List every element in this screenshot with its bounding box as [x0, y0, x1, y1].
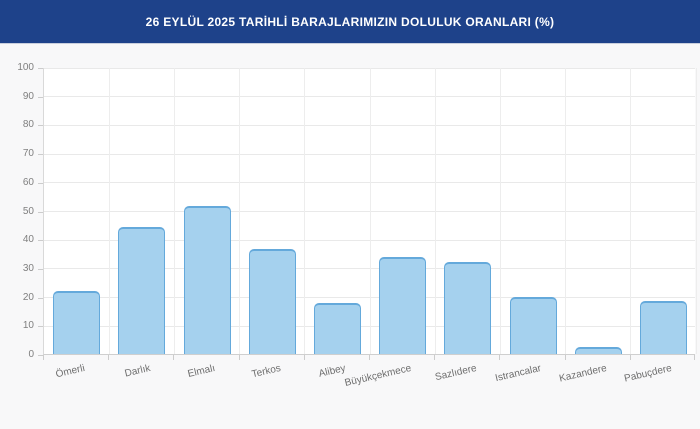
y-axis-tick	[38, 125, 43, 127]
y-axis-tick	[38, 96, 43, 98]
x-axis-label: Darlık	[123, 363, 152, 380]
chart-container: 0 10 20 30 40 50 60 70 80 90 100 Ömerli Darlık Elmal…	[0, 44, 700, 429]
title-bar: 26 EYLÜL 2025 TARİHLİ BARAJLARIMIZIN DOL…	[0, 0, 700, 44]
bar-ömerli[interactable]	[53, 291, 101, 354]
x-axis-tick	[238, 355, 240, 360]
x-axis-label: Büyükçekmece	[343, 363, 413, 389]
bar-pabuçdere[interactable]	[639, 301, 687, 354]
x-axis-label: Alibey	[317, 363, 347, 380]
bar-elmalı[interactable]	[183, 206, 231, 354]
bar-büyükçekmece[interactable]	[379, 257, 427, 354]
y-axis-tick	[38, 240, 43, 242]
x-axis-label: Kazandere	[558, 363, 608, 385]
gridline-vertical	[630, 68, 632, 354]
chart-title: 26 EYLÜL 2025 TARİHLİ BARAJLARIMIZIN DOL…	[145, 14, 555, 29]
y-axis-tick	[38, 297, 43, 299]
y-axis-tick	[38, 211, 43, 213]
x-axis-tick	[434, 355, 436, 360]
x-axis-label: Pabuçdere	[623, 363, 673, 385]
x-axis-tick	[694, 355, 695, 360]
x-axis-tick	[564, 355, 566, 360]
plot-area	[43, 67, 697, 355]
x-axis-tick	[499, 355, 501, 360]
x-axis-tick	[108, 355, 110, 360]
gridline-vertical	[108, 68, 110, 354]
bar-kazandere[interactable]	[574, 347, 622, 354]
y-axis-tick-label: 0	[28, 349, 34, 360]
x-axis-tick	[43, 355, 44, 360]
x-axis-tick	[369, 355, 370, 360]
x-axis-label: Istrancalar	[494, 363, 543, 385]
y-axis-tick	[38, 182, 43, 184]
bar-terkos[interactable]	[248, 249, 296, 354]
x-axis-label: Elmalı	[186, 363, 217, 380]
y-axis-tick	[38, 268, 43, 270]
y-axis-tick-label: 10	[22, 320, 34, 332]
x-axis-tick	[173, 355, 175, 360]
x-axis-label: Terkos	[250, 363, 282, 381]
y-axis-tick-label: 30	[22, 262, 34, 274]
y-axis-tick-label: 100	[17, 62, 34, 73]
y-axis-tick-label: 60	[22, 176, 34, 188]
y-axis-tick-label: 70	[22, 148, 34, 160]
y-axis-tick	[38, 154, 43, 156]
x-axis-label: Ömerli	[54, 363, 87, 381]
y-axis-tick-label: 20	[22, 291, 34, 303]
gridline-vertical	[434, 68, 436, 354]
gridline-vertical	[369, 68, 371, 354]
x-axis-label: Sazlıdere	[433, 363, 478, 384]
y-axis-tick	[38, 68, 43, 69]
y-axis-tick-label: 40	[22, 234, 34, 246]
y-axis-tick-label: 90	[22, 90, 34, 102]
gridline-vertical	[173, 68, 175, 354]
gridline-vertical	[565, 68, 567, 354]
bar-istrancalar[interactable]	[509, 297, 557, 354]
bar-darlık[interactable]	[118, 227, 166, 354]
gridline-vertical	[499, 68, 501, 354]
bar-alibey[interactable]	[313, 303, 361, 354]
x-axis-tick	[303, 355, 305, 360]
gridline-vertical	[695, 68, 697, 354]
y-axis-tick-label: 80	[22, 119, 34, 131]
x-axis-tick	[629, 355, 631, 360]
y-axis-tick	[38, 326, 43, 328]
bar-sazlıdere[interactable]	[444, 262, 492, 354]
gridline-vertical	[239, 68, 241, 354]
y-axis-tick-label: 50	[22, 205, 34, 217]
y-axis-tick	[38, 355, 43, 356]
gridline-vertical	[304, 68, 306, 354]
